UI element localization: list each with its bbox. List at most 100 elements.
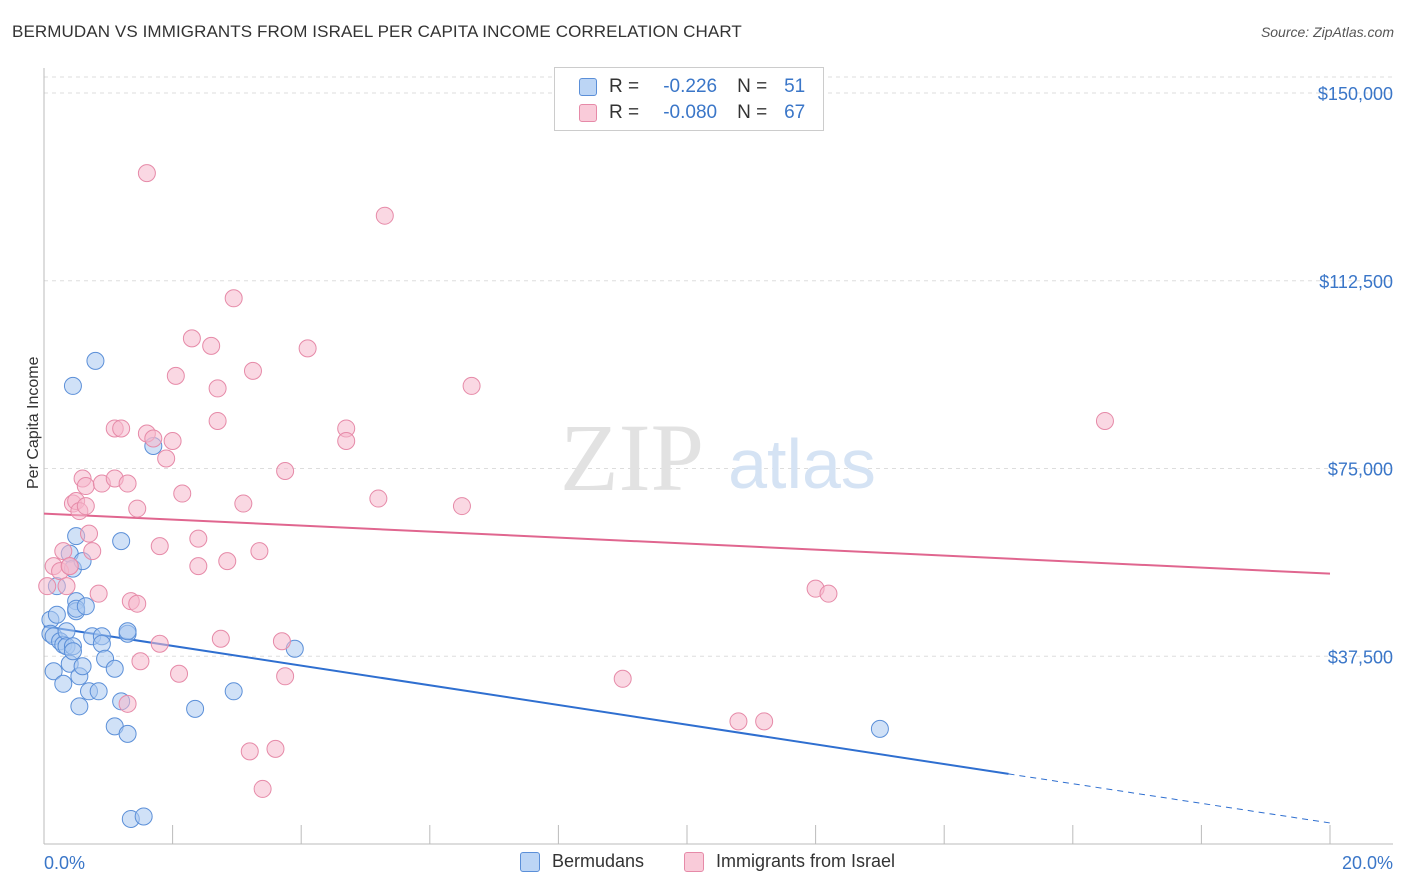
point-bermudans — [92, 634, 111, 653]
point-israel — [613, 669, 632, 688]
point-israel — [170, 664, 189, 683]
point-israel — [369, 489, 388, 508]
watermark-atlas: atlas — [728, 425, 876, 503]
point-israel — [89, 584, 108, 603]
point-israel — [118, 694, 137, 713]
point-israel — [272, 632, 291, 651]
trend-line-bermudans — [43, 625, 1009, 775]
trend-line-israel — [43, 512, 1331, 575]
point-israel — [76, 477, 95, 496]
point-israel — [462, 376, 481, 395]
point-israel — [250, 542, 269, 561]
point-bermudans — [105, 659, 124, 678]
point-israel — [1095, 411, 1114, 430]
point-israel — [173, 484, 192, 503]
point-israel — [208, 411, 227, 430]
point-bermudans — [76, 597, 95, 616]
point-bermudans — [57, 622, 76, 641]
point-bermudans — [112, 532, 131, 551]
point-israel — [253, 779, 272, 798]
x-tick-right: 20.0% — [1342, 853, 1393, 873]
point-israel — [60, 557, 79, 576]
point-bermudans — [54, 674, 73, 693]
legend-swatch-blue — [579, 78, 597, 96]
legend-r-value-2: -0.080 — [663, 102, 718, 123]
y-tick-label: $112,500 — [1319, 272, 1393, 292]
point-bermudans — [73, 657, 92, 676]
point-israel — [266, 739, 285, 758]
legend-item-israel: Immigrants from Israel — [684, 851, 895, 872]
watermark-zip: ZIP — [560, 404, 704, 511]
point-israel — [128, 499, 147, 518]
point-israel — [83, 542, 102, 561]
trend-lines — [43, 512, 1331, 824]
point-bermudans — [186, 699, 205, 718]
point-israel — [240, 742, 259, 761]
point-israel — [189, 557, 208, 576]
y-tick-label: $150,000 — [1318, 84, 1393, 104]
axes — [43, 68, 1393, 845]
point-bermudans — [89, 682, 108, 701]
y-tick-label: $37,500 — [1328, 647, 1393, 667]
legend-item-bermudans: Bermudans — [520, 851, 644, 872]
point-israel — [128, 594, 147, 613]
point-israel — [276, 667, 295, 686]
point-bermudans — [224, 682, 243, 701]
legend-r-label: R = — [609, 76, 640, 97]
y-tick-labels: $37,500 $75,000 $112,500 $150,000 — [1318, 84, 1393, 667]
point-israel — [208, 379, 227, 398]
point-israel — [276, 462, 295, 481]
legend-label-israel: Immigrants from Israel — [716, 851, 896, 871]
point-israel — [131, 652, 150, 671]
legend-swatch-pink — [684, 851, 704, 872]
data-points — [38, 164, 1114, 828]
point-israel — [182, 329, 201, 348]
point-israel — [38, 577, 57, 596]
trend-line-bermudans-extension — [1008, 773, 1331, 824]
legend-row-israel: R = -0.080 N = 67 — [579, 101, 805, 125]
legend-row-bermudans: R = -0.226 N = 51 — [579, 75, 805, 99]
y-tick-label: $75,000 — [1328, 460, 1393, 480]
point-israel — [166, 366, 185, 385]
x-tick-left: 0.0% — [44, 853, 85, 873]
point-israel — [755, 712, 774, 731]
point-israel — [729, 712, 748, 731]
source-note: Source: ZipAtlas.com — [1260, 24, 1394, 40]
point-bermudans — [63, 376, 82, 395]
point-israel — [157, 449, 176, 468]
point-israel — [163, 431, 182, 450]
legend-n-value-2: 67 — [784, 102, 806, 123]
point-israel — [112, 419, 131, 438]
point-bermudans — [118, 724, 137, 743]
point-israel — [189, 529, 208, 548]
point-israel — [452, 497, 471, 516]
point-israel — [118, 474, 137, 493]
legend-n-label: N = — [737, 76, 768, 97]
legend-n-label: N = — [737, 102, 768, 123]
point-israel — [243, 361, 262, 380]
legend-label-bermudans: Bermudans — [552, 851, 645, 871]
point-israel — [54, 542, 73, 561]
point-israel — [218, 552, 237, 571]
point-israel — [298, 339, 317, 358]
point-bermudans — [63, 642, 82, 661]
point-israel — [76, 497, 95, 516]
point-israel — [150, 537, 169, 556]
watermark: ZIP atlas — [560, 404, 876, 511]
point-israel — [234, 494, 253, 513]
point-israel — [150, 634, 169, 653]
point-israel — [211, 629, 230, 648]
point-israel — [224, 289, 243, 308]
correlation-legend: R = -0.226 N = 51 R = -0.080 N = 67 — [554, 67, 824, 131]
point-israel — [80, 524, 99, 543]
point-israel — [144, 429, 163, 448]
point-israel — [819, 584, 838, 603]
legend-r-value-1: -0.226 — [663, 76, 718, 97]
point-bermudans — [86, 351, 105, 370]
legend-r-label: R = — [609, 102, 640, 123]
point-bermudans — [118, 622, 137, 641]
point-bermudans — [134, 807, 153, 826]
point-bermudans — [870, 719, 889, 738]
chart-title: BERMUDAN VS IMMIGRANTS FROM ISRAEL PER C… — [12, 22, 742, 41]
